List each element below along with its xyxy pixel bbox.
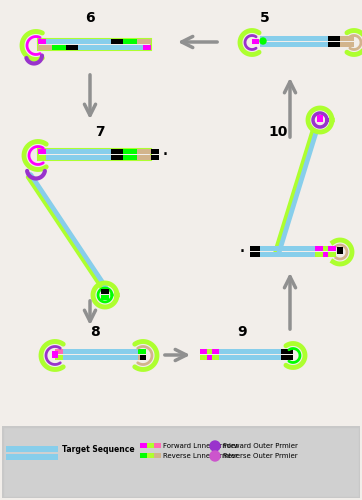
Bar bbox=[260, 252, 315, 257]
Bar bbox=[46, 149, 111, 154]
Bar bbox=[38, 149, 46, 154]
Circle shape bbox=[260, 38, 266, 44]
Bar bbox=[250, 252, 260, 257]
Bar bbox=[260, 246, 315, 251]
Text: Forward Lnner Prmier: Forward Lnner Prmier bbox=[163, 443, 238, 449]
Bar bbox=[55, 355, 63, 360]
Text: Target Sequence: Target Sequence bbox=[62, 444, 135, 454]
Bar bbox=[207, 349, 212, 354]
Circle shape bbox=[210, 441, 220, 451]
Bar bbox=[323, 252, 328, 257]
Bar bbox=[154, 453, 161, 458]
Bar bbox=[151, 149, 159, 154]
Bar bbox=[140, 349, 146, 354]
Text: 8: 8 bbox=[90, 325, 100, 339]
Bar bbox=[111, 149, 123, 154]
Bar bbox=[52, 350, 58, 358]
Bar bbox=[140, 443, 147, 448]
Bar bbox=[137, 39, 151, 44]
Bar bbox=[111, 155, 123, 160]
Text: 5: 5 bbox=[260, 11, 270, 25]
Bar bbox=[140, 453, 147, 458]
Bar bbox=[138, 349, 143, 354]
Text: 10: 10 bbox=[268, 125, 288, 139]
Bar bbox=[111, 39, 123, 44]
Text: 6: 6 bbox=[85, 11, 95, 25]
Text: ·: · bbox=[161, 145, 168, 165]
Bar bbox=[4, 428, 358, 496]
Bar bbox=[340, 42, 354, 47]
Bar bbox=[101, 289, 109, 294]
Bar bbox=[6, 446, 58, 452]
Text: ·: · bbox=[239, 242, 245, 262]
Bar bbox=[38, 149, 151, 160]
Bar bbox=[328, 36, 340, 41]
Bar bbox=[123, 39, 137, 44]
Text: 7: 7 bbox=[95, 125, 105, 139]
Bar bbox=[123, 149, 137, 154]
Bar bbox=[123, 155, 137, 160]
Bar bbox=[140, 355, 146, 360]
Bar bbox=[151, 155, 159, 160]
Bar bbox=[6, 454, 58, 460]
Bar bbox=[315, 252, 323, 257]
Bar bbox=[281, 355, 293, 360]
Bar bbox=[38, 155, 46, 160]
Bar bbox=[260, 42, 328, 47]
Bar bbox=[55, 349, 63, 354]
Bar bbox=[281, 349, 293, 354]
Bar bbox=[337, 247, 343, 254]
Bar bbox=[212, 355, 219, 360]
Text: Reverse Outer Prmier: Reverse Outer Prmier bbox=[223, 453, 298, 459]
Bar bbox=[260, 36, 328, 41]
Bar bbox=[147, 443, 154, 448]
Bar bbox=[143, 45, 151, 50]
Bar bbox=[323, 246, 328, 251]
Bar bbox=[46, 155, 111, 160]
Circle shape bbox=[210, 451, 220, 461]
Bar bbox=[154, 443, 161, 448]
Bar bbox=[38, 39, 46, 44]
Bar bbox=[328, 42, 340, 47]
Bar bbox=[138, 355, 143, 360]
Bar bbox=[38, 45, 52, 50]
Bar bbox=[219, 349, 281, 354]
Bar bbox=[38, 39, 151, 50]
Bar bbox=[63, 355, 138, 360]
Text: Forward Outer Prmier: Forward Outer Prmier bbox=[223, 443, 298, 449]
Bar bbox=[219, 355, 281, 360]
Bar bbox=[200, 349, 207, 354]
Bar bbox=[328, 246, 336, 251]
Bar bbox=[315, 246, 323, 251]
Bar bbox=[137, 149, 151, 154]
Bar bbox=[66, 45, 78, 50]
Bar bbox=[46, 39, 111, 44]
Bar bbox=[2, 426, 360, 498]
Bar bbox=[6, 454, 58, 460]
Bar bbox=[207, 355, 212, 360]
Bar bbox=[317, 115, 323, 122]
Bar bbox=[252, 39, 259, 44]
Bar bbox=[340, 36, 354, 41]
Bar bbox=[63, 349, 138, 354]
Text: Reverse Lnner Prmier: Reverse Lnner Prmier bbox=[163, 453, 238, 459]
Bar bbox=[328, 252, 336, 257]
Bar bbox=[212, 349, 219, 354]
Bar bbox=[78, 45, 143, 50]
Bar bbox=[101, 295, 109, 300]
Bar bbox=[137, 155, 151, 160]
Text: 9: 9 bbox=[237, 325, 247, 339]
Bar bbox=[52, 45, 66, 50]
Bar bbox=[250, 246, 260, 251]
Bar bbox=[147, 453, 154, 458]
Bar bbox=[200, 355, 207, 360]
